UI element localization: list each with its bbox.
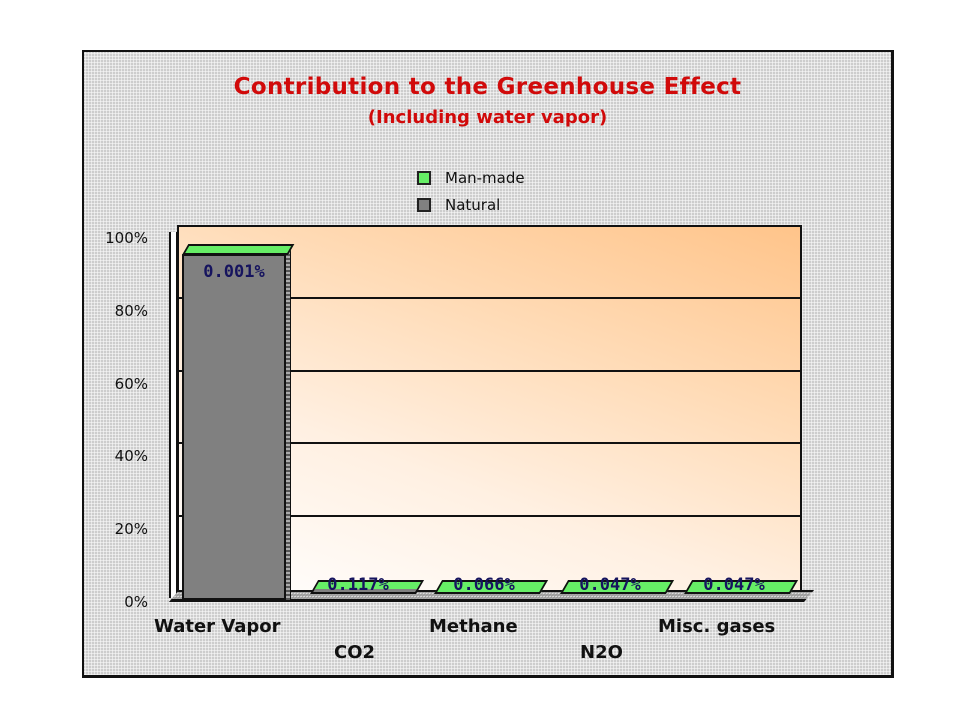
chart-subtitle: (Including water vapor)	[367, 107, 608, 128]
xlabel-methane: Methane	[429, 616, 518, 637]
gridline-40	[179, 442, 800, 444]
ytick-60: 60%	[114, 375, 148, 393]
gridline-60	[179, 370, 800, 372]
bar-water-vapor-side	[284, 248, 291, 600]
xlabel-n2o: N2O	[580, 642, 623, 663]
bar-water-vapor-natural	[182, 254, 286, 600]
data-label-misc: 0.047%	[703, 575, 765, 595]
data-label-water-vapor: 0.001%	[203, 262, 265, 282]
legend-item-manmade: Man-made	[417, 164, 525, 191]
ytick-20: 20%	[114, 520, 148, 538]
legend-label-manmade: Man-made	[445, 168, 525, 187]
ytick-40: 40%	[114, 447, 148, 465]
plot-left-wall	[169, 232, 178, 598]
data-label-n2o: 0.047%	[579, 575, 641, 595]
legend: Man-made Natural	[417, 164, 525, 218]
ytick-80: 80%	[114, 302, 148, 320]
natural-swatch-icon	[417, 197, 431, 212]
legend-item-natural: Natural	[417, 191, 525, 218]
data-label-methane: 0.066%	[453, 575, 515, 595]
chart-frame: Contribution to the Greenhouse Effect (I…	[82, 50, 894, 678]
xlabel-misc: Misc. gases	[658, 616, 776, 637]
xlabel-water-vapor: Water Vapor	[154, 616, 281, 637]
ytick-100: 100%	[105, 229, 148, 247]
gridline-20	[179, 515, 800, 517]
gridline-80	[179, 297, 800, 299]
manmade-swatch-icon	[417, 170, 431, 185]
bar-water-vapor-manmade	[182, 244, 295, 255]
legend-label-natural: Natural	[445, 195, 501, 214]
xlabel-co2: CO2	[334, 642, 376, 663]
ytick-0: 0%	[124, 593, 148, 611]
chart-title: Contribution to the Greenhouse Effect	[233, 74, 742, 100]
data-label-co2: 0.117%	[327, 575, 389, 595]
